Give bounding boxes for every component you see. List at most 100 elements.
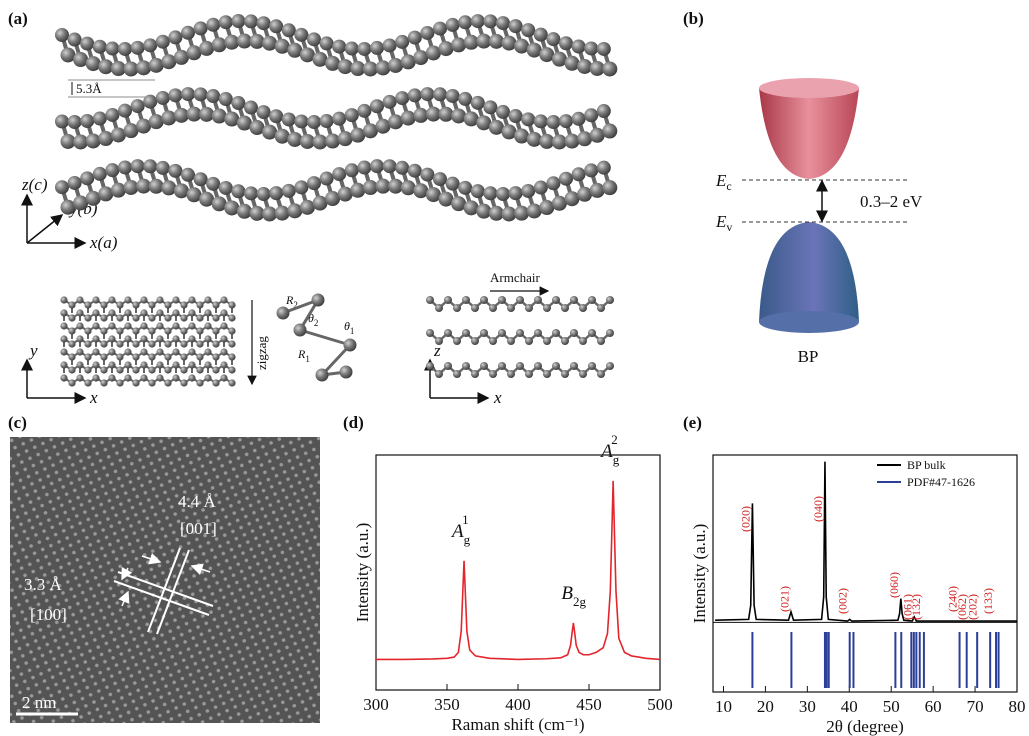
atom (446, 89, 460, 103)
atom (212, 327, 219, 334)
body: (a) 5.3Å z(c) y(b) x(a) y x zigzag R2 θ2… (0, 0, 1029, 736)
atom (451, 108, 466, 123)
atom (212, 340, 219, 347)
atom (156, 91, 170, 105)
atom (212, 353, 219, 360)
atom (212, 37, 227, 52)
atom (370, 159, 384, 173)
atom (98, 59, 113, 74)
level-label: Ev (715, 212, 732, 234)
atom (206, 177, 220, 191)
atom (451, 37, 466, 52)
atom (60, 361, 67, 368)
atom (220, 309, 227, 316)
atom (543, 304, 551, 312)
atom (68, 366, 75, 373)
atom (136, 60, 151, 75)
atom (570, 296, 578, 304)
atom (420, 26, 434, 40)
atom (408, 31, 422, 45)
panel-label: (b) (683, 9, 704, 28)
spacing-label: 4.4 Å (178, 492, 217, 511)
x-tick-label: 350 (434, 695, 460, 714)
atom (516, 329, 524, 337)
x-tick-label: 30 (799, 697, 816, 716)
atom (140, 348, 147, 355)
atom (188, 361, 195, 368)
atom (572, 112, 586, 126)
atom (307, 32, 321, 46)
atom (294, 28, 308, 42)
atom (76, 322, 83, 329)
atom (395, 91, 409, 105)
atom (316, 369, 329, 382)
atom (426, 362, 434, 370)
atom (370, 41, 384, 55)
atom (388, 114, 403, 129)
symbol: B (561, 583, 573, 604)
atom (116, 301, 123, 308)
conduction-band (759, 88, 859, 179)
peak-label: Ag1 (450, 512, 471, 547)
atom (140, 335, 147, 342)
atom (320, 36, 334, 50)
legend-label: PDF#47-1626 (907, 475, 975, 489)
atom (534, 329, 542, 337)
atom (338, 59, 353, 74)
atom (527, 132, 542, 147)
atom (161, 180, 176, 195)
atom (156, 322, 163, 329)
figure: (a) 5.3Å z(c) y(b) x(a) y x zigzag R2 θ2… (0, 0, 1029, 736)
atom (383, 159, 397, 173)
atom (257, 16, 271, 30)
atom (100, 353, 107, 360)
atom (196, 314, 203, 321)
atom (100, 301, 107, 308)
direction-label: Armchair (490, 270, 540, 285)
atom (433, 87, 447, 101)
atom (509, 109, 523, 123)
atom (84, 301, 91, 308)
atom (68, 314, 75, 321)
x-tick-label: 80 (1009, 697, 1026, 716)
atom (332, 112, 346, 126)
atom (105, 42, 119, 56)
atom (180, 301, 187, 308)
atom (388, 179, 403, 194)
atom (124, 335, 131, 342)
atom (92, 374, 99, 381)
atom (275, 206, 290, 221)
atom (220, 361, 227, 368)
atom (244, 186, 258, 200)
atom (68, 353, 75, 360)
atom (180, 327, 187, 334)
atom (559, 36, 573, 50)
subscript: g (464, 532, 471, 547)
atom (86, 56, 101, 71)
atom (597, 42, 611, 56)
atom (100, 366, 107, 373)
bond-label: θ1 (344, 319, 354, 336)
atom (597, 370, 605, 378)
atom (148, 353, 155, 360)
atom (588, 296, 596, 304)
axis-arrow (27, 215, 62, 243)
atom (340, 366, 353, 379)
atom (93, 167, 107, 181)
atom (489, 304, 497, 312)
atom (489, 370, 497, 378)
atom (572, 167, 586, 181)
atom (559, 172, 573, 186)
atom (188, 322, 195, 329)
atom (196, 340, 203, 347)
atom (534, 296, 542, 304)
atom (577, 131, 592, 146)
atom (453, 370, 461, 378)
peak-label: (002) (836, 588, 850, 614)
atom (312, 294, 325, 307)
atom (204, 296, 211, 303)
material-label: BP (798, 347, 819, 366)
atom (55, 114, 69, 128)
atom (148, 366, 155, 373)
gap-label: 0.3–2 eV (860, 192, 923, 211)
